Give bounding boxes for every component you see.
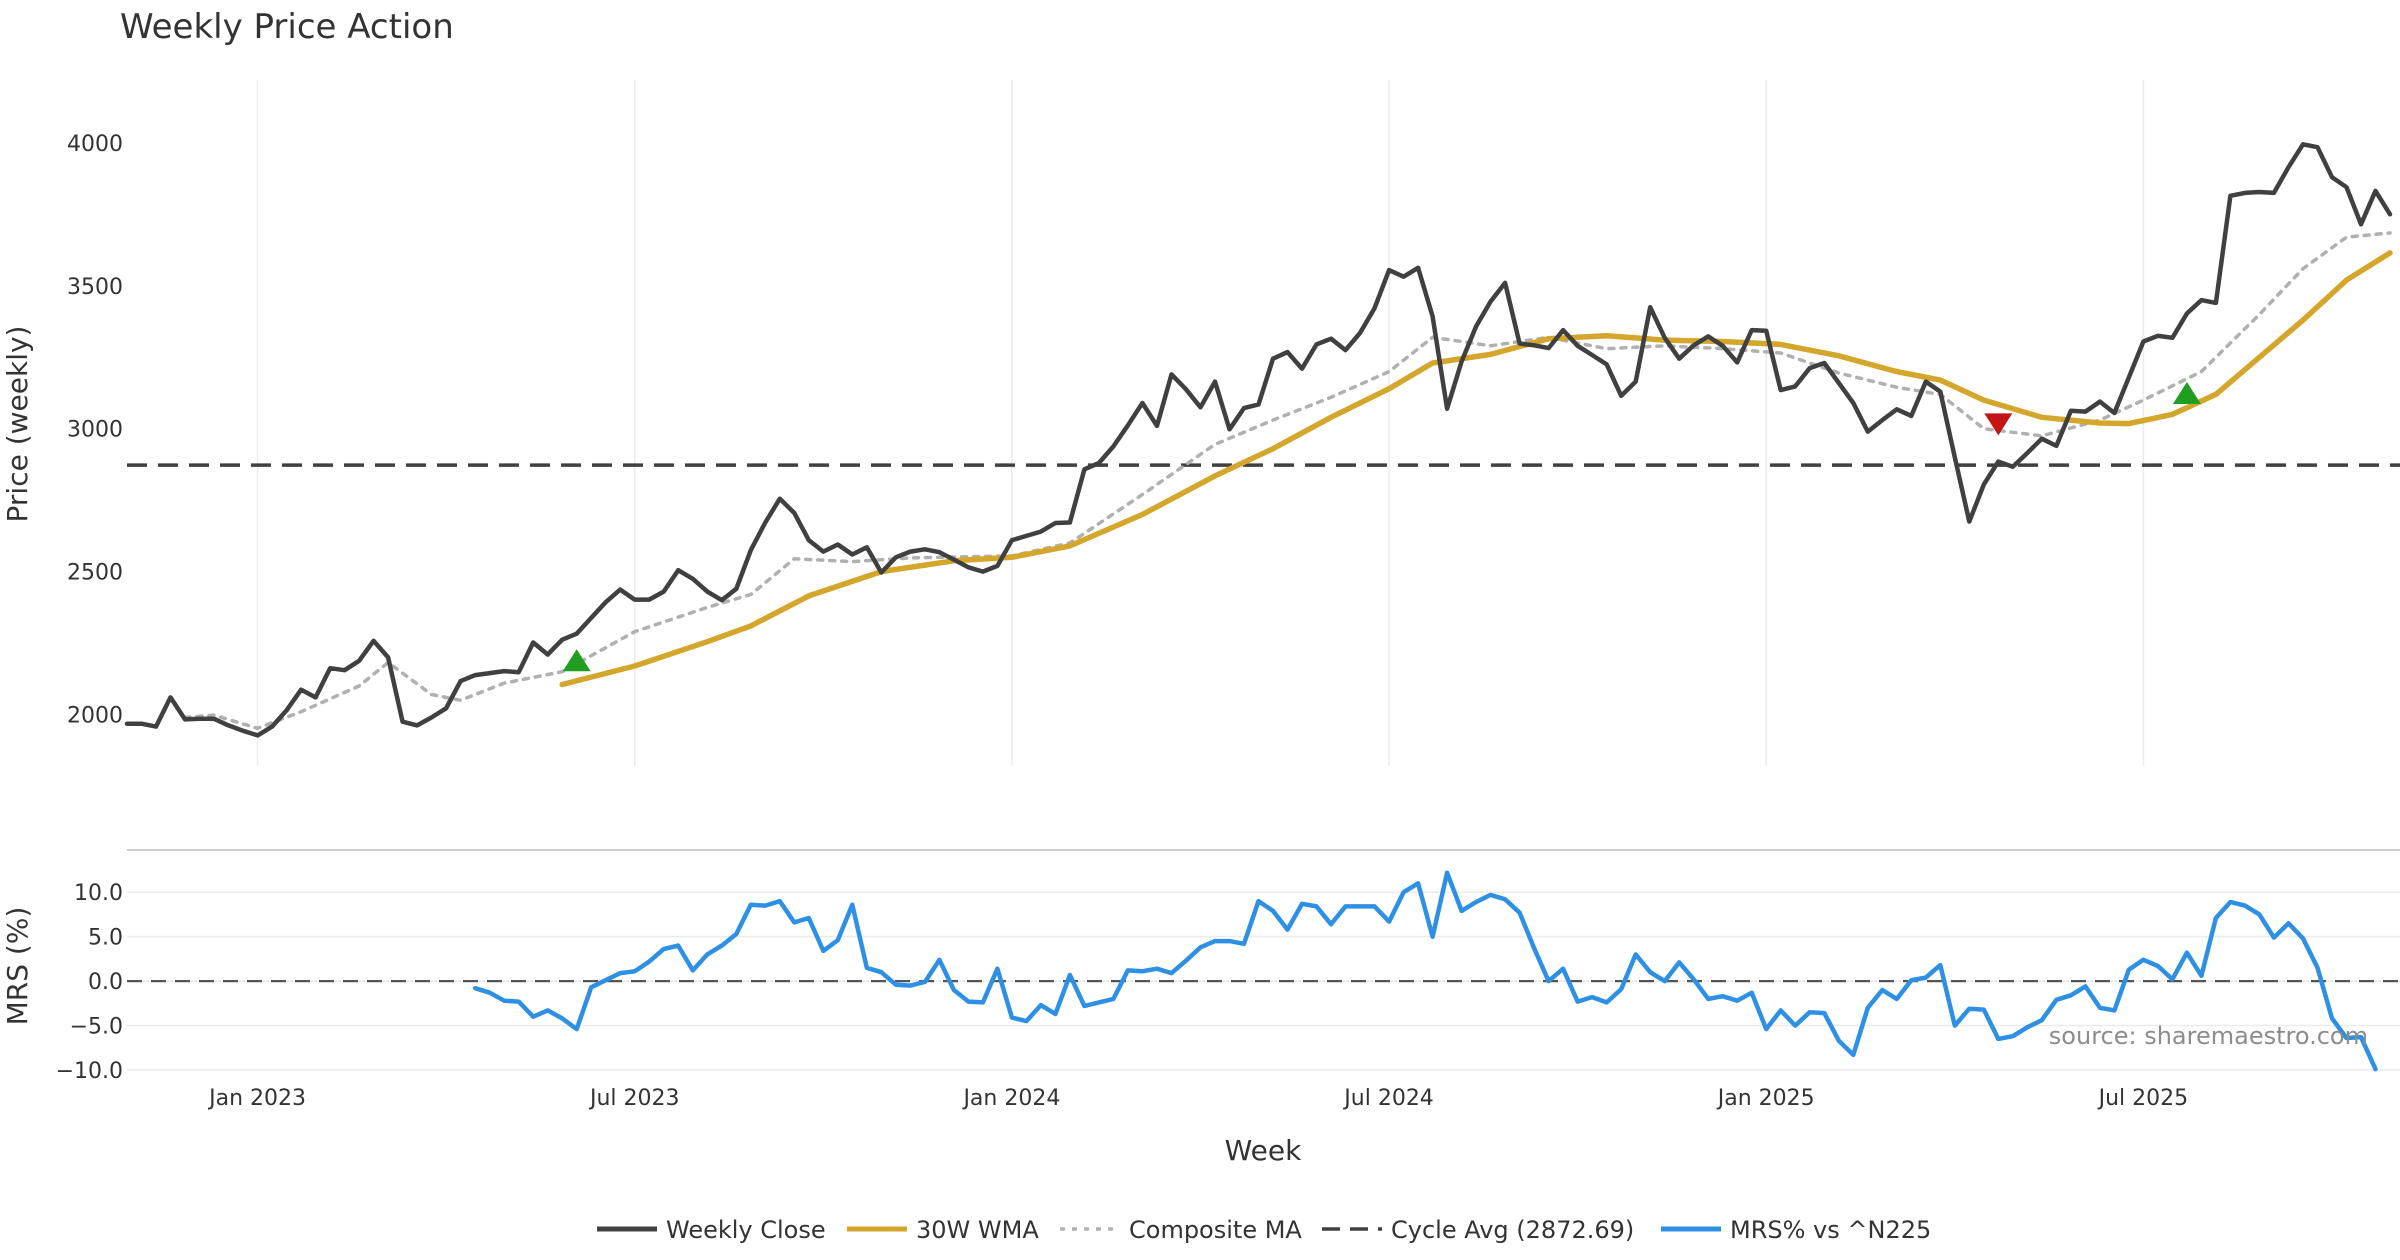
price-y-tick-0: 2000 (67, 704, 123, 729)
buy-signal-marker-2 (2172, 381, 2201, 404)
legend-label-2: Composite MA (1129, 1216, 1302, 1244)
x-axis-title: Week (1225, 1134, 1302, 1167)
price-series-group (124, 142, 2393, 738)
series-mrs (472, 870, 2378, 1072)
signal-markers (562, 381, 2201, 672)
legend: Weekly Close 30W WMA Composite MA Cycle Avg… (597, 1216, 1931, 1244)
price-y-axis-title: Price (weekly) (1, 326, 34, 523)
buy-signal-marker-0 (562, 649, 591, 672)
legend-item-2: Composite MA (1060, 1216, 1302, 1244)
legend-item-3: Cycle Avg (2872.69) (1322, 1216, 1634, 1244)
legend-label-0: Weekly Close (666, 1216, 826, 1244)
mrs-series-group (472, 870, 2378, 1072)
mrs-gridlines (127, 891, 2400, 1071)
legend-label-1: 30W WMA (916, 1216, 1039, 1244)
price-y-tick-2: 3000 (67, 418, 123, 443)
x-tick-0: Jan 2023 (207, 1086, 306, 1111)
legend-label-4: MRS% vs ^N225 (1730, 1216, 1931, 1244)
legend-item-0: Weekly Close (597, 1216, 826, 1244)
legend-item-4: MRS% vs ^N225 (1661, 1216, 1931, 1244)
mrs-y-axis-ticks: −10.0 −5.0 0.0 5.0 10.0 (56, 881, 123, 1084)
price-y-tick-3: 3500 (67, 275, 123, 300)
mrs-y-tick-3: 5.0 (88, 926, 123, 951)
mrs-y-tick-0: −10.0 (56, 1059, 123, 1084)
series-30w-wma (559, 250, 2393, 688)
x-tick-4: Jan 2025 (1716, 1086, 1815, 1111)
x-tick-3: Jul 2024 (1342, 1086, 1434, 1111)
price-y-tick-4: 4000 (67, 132, 123, 157)
legend-label-3: Cycle Avg (2872.69) (1391, 1216, 1634, 1244)
mrs-y-tick-1: −5.0 (70, 1015, 123, 1040)
price-y-axis-ticks: 2000 2500 3000 3500 4000 (67, 132, 123, 729)
series-composite-ma (183, 231, 2392, 731)
mrs-y-axis-title: MRS (%) (1, 907, 34, 1026)
legend-item-1: 30W WMA (847, 1216, 1039, 1244)
x-tick-5: Jul 2025 (2097, 1086, 2189, 1111)
x-tick-1: Jul 2023 (588, 1086, 680, 1111)
mrs-y-tick-2: 0.0 (88, 970, 123, 995)
chart-title: Weekly Price Action (120, 7, 454, 47)
price-y-tick-1: 2500 (67, 561, 123, 586)
series-weekly-close (124, 142, 2393, 738)
source-label: source: sharemaestro.com (2049, 1022, 2368, 1050)
x-axis-ticks: Jan 2023 Jul 2023 Jan 2024 Jul 2024 Jan 2025… (207, 1086, 2188, 1111)
x-tick-2: Jan 2024 (961, 1086, 1060, 1111)
sell-signal-marker-1 (1984, 413, 2013, 436)
mrs-y-tick-4: 10.0 (74, 881, 123, 906)
